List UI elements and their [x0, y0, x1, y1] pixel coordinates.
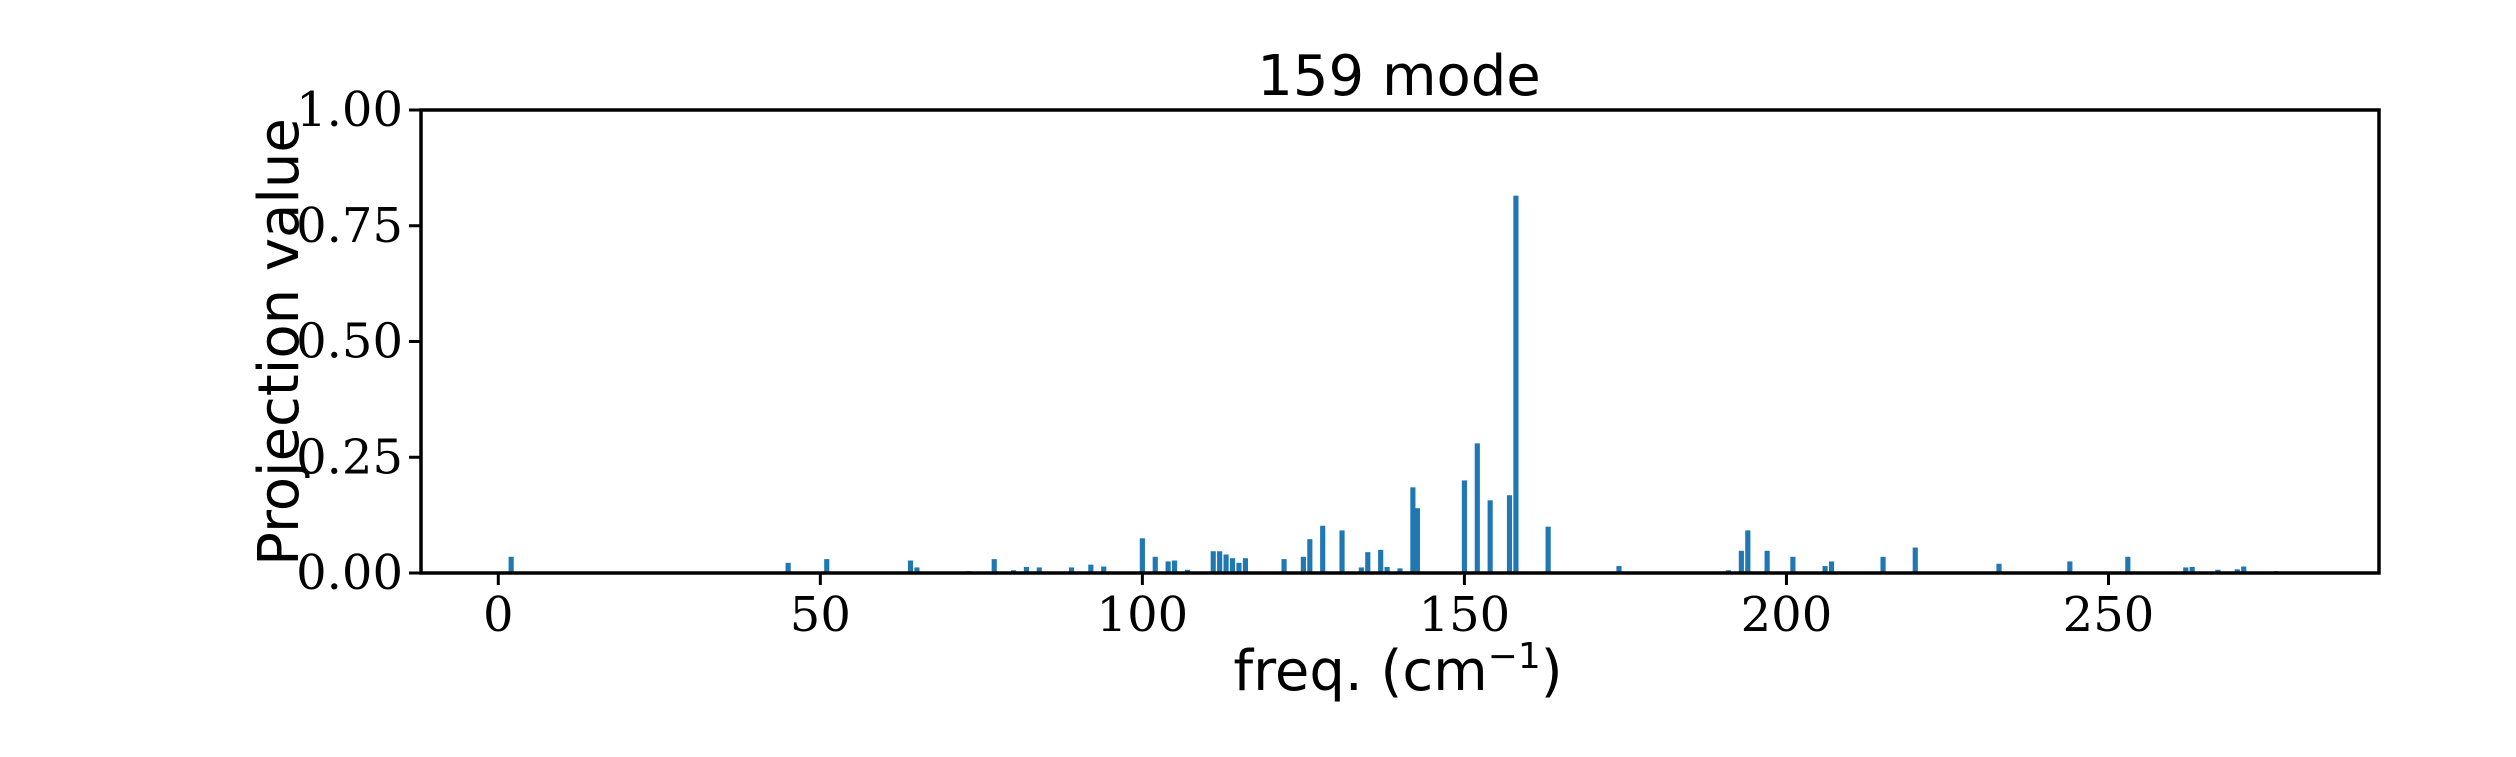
bar: [1307, 539, 1313, 573]
bar: [1545, 526, 1551, 573]
bar: [914, 567, 920, 573]
bar: [2241, 566, 2247, 573]
bar: [1068, 567, 1075, 573]
bar: [1828, 561, 1835, 573]
bar: [1165, 561, 1171, 573]
bar: [1461, 480, 1467, 573]
bar: [1339, 530, 1345, 573]
y-axis-label: Projection value: [247, 118, 312, 566]
chart-title: 159 mode: [1257, 44, 1541, 109]
bar: [1764, 550, 1770, 573]
bar-series: [508, 195, 2279, 573]
x-tick-label: 100: [1097, 587, 1189, 643]
bar: [508, 556, 514, 573]
y-axis-ticks: 0.00 0.25 0.50 0.75 1.00: [296, 82, 421, 601]
bar: [2125, 556, 2131, 573]
bar: [907, 560, 914, 573]
bar: [1506, 495, 1513, 573]
bar: [1229, 558, 1236, 573]
y-tick-label: 0.25: [296, 429, 403, 485]
bar: [1023, 566, 1030, 573]
bar: [1036, 567, 1042, 573]
bar: [1172, 560, 1178, 573]
bar: [1410, 487, 1416, 573]
x-axis-label-superscript: −1: [1488, 636, 1541, 677]
bar: [1996, 563, 2002, 573]
bar: [1242, 558, 1248, 573]
x-axis-label-main: freq. (cm: [1233, 639, 1487, 704]
x-tick-label: 50: [790, 587, 851, 643]
bar: [991, 559, 997, 573]
bar: [1236, 562, 1242, 573]
bar: [1223, 554, 1229, 573]
x-tick-label: 200: [1741, 587, 1833, 643]
bar: [1152, 556, 1158, 573]
x-axis-ticks: 0 50 100 150 200 250: [483, 573, 2154, 643]
bar: [1513, 195, 1519, 573]
x-tick-label: 0: [483, 587, 514, 643]
x-axis-label: freq. (cm−1): [1233, 636, 1562, 704]
bar: [1139, 538, 1145, 573]
x-axis-label-close: ): [1541, 639, 1563, 704]
bar: [2189, 566, 2195, 573]
y-tick-label: 0.00: [296, 545, 403, 601]
bar: [1414, 508, 1420, 573]
bar: [1320, 525, 1326, 573]
bar: [1210, 551, 1216, 573]
bar: [1790, 556, 1796, 573]
plot-frame: [419, 108, 2381, 575]
bar: [785, 562, 791, 573]
bar: [2234, 569, 2240, 573]
bar: [1738, 550, 1744, 573]
y-tick-label: 1.00: [296, 82, 403, 138]
y-tick-label: 0.50: [296, 314, 403, 370]
bar: [1088, 564, 1094, 573]
bar: [1217, 551, 1223, 573]
bar: [1487, 500, 1493, 573]
bar: [1912, 547, 1918, 573]
bar: [1378, 549, 1384, 573]
bar: [824, 559, 830, 573]
bar: [1281, 559, 1287, 573]
bar: [1300, 556, 1306, 573]
bar: [1101, 566, 1107, 573]
bar: [2067, 561, 2073, 573]
bar: [1358, 567, 1364, 573]
bar: [1616, 566, 1622, 573]
bar: [1822, 566, 1828, 573]
y-tick-label: 0.75: [296, 198, 403, 254]
x-tick-label: 250: [2063, 587, 2155, 643]
bar: [1384, 566, 1390, 573]
x-tick-label: 150: [1419, 587, 1511, 643]
bar: [1474, 443, 1480, 573]
bar: [1397, 568, 1403, 573]
bar: [2183, 567, 2189, 573]
bar: [1745, 530, 1751, 573]
bar: [1880, 556, 1886, 573]
bar: [1365, 552, 1371, 573]
